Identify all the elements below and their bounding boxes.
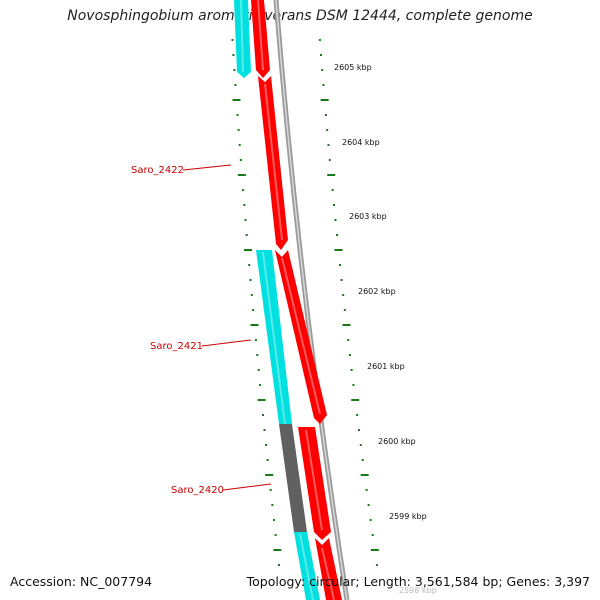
cds-reverse-segment[interactable] — [256, 250, 292, 424]
outer-ruler — [318, 39, 379, 566]
scale-labels: 2605 kbp 2604 kbp 2603 kbp 2602 kbp 2601… — [334, 63, 437, 595]
scale-label: 2598 kbp — [399, 586, 437, 595]
cds-reverse-segment[interactable] — [294, 532, 320, 600]
reverse-strand — [234, 0, 320, 600]
cds-other-segment[interactable] — [279, 424, 307, 532]
accession-text: Accession: NC_007794 — [10, 574, 153, 589]
genome-summary-text: Topology: circular; Length: 3,561,584 bp… — [246, 574, 590, 589]
forward-strand — [251, 0, 342, 600]
scale-label: 2603 kbp — [349, 212, 387, 221]
scale-label: 2599 kbp — [389, 512, 427, 521]
inner-ruler — [231, 39, 282, 566]
gene-label-leader — [182, 164, 232, 171]
cds-forward-segment[interactable] — [275, 250, 327, 424]
scale-label: 2600 kbp — [378, 437, 416, 446]
gene-labels: Saro_2422 Saro_2421 Saro_2420 — [131, 164, 272, 496]
gene-label[interactable]: Saro_2421 — [150, 341, 203, 352]
gene-label-leader — [222, 483, 272, 491]
cds-forward-segment[interactable] — [258, 76, 288, 250]
cds-reverse-segment[interactable] — [234, 0, 251, 78]
backbone-inner — [275, 0, 348, 600]
cds-forward-segment[interactable] — [315, 538, 342, 600]
gene-label[interactable]: Saro_2420 — [171, 485, 224, 496]
map-title: Novosphingobium aromaticivorans DSM 1244… — [67, 8, 533, 24]
scale-label: 2605 kbp — [334, 63, 372, 72]
reverse-strand-highlight — [240, 0, 314, 600]
cds-forward-segment[interactable] — [251, 0, 270, 78]
gene-label-leader — [201, 339, 252, 347]
gene-label[interactable]: Saro_2422 — [131, 165, 184, 176]
forward-strand-highlight — [257, 0, 335, 600]
scale-label: 2601 kbp — [367, 362, 405, 371]
scale-label: 2602 kbp — [358, 287, 396, 296]
scale-label: 2604 kbp — [342, 138, 380, 147]
cds-forward-segment[interactable] — [298, 427, 331, 540]
